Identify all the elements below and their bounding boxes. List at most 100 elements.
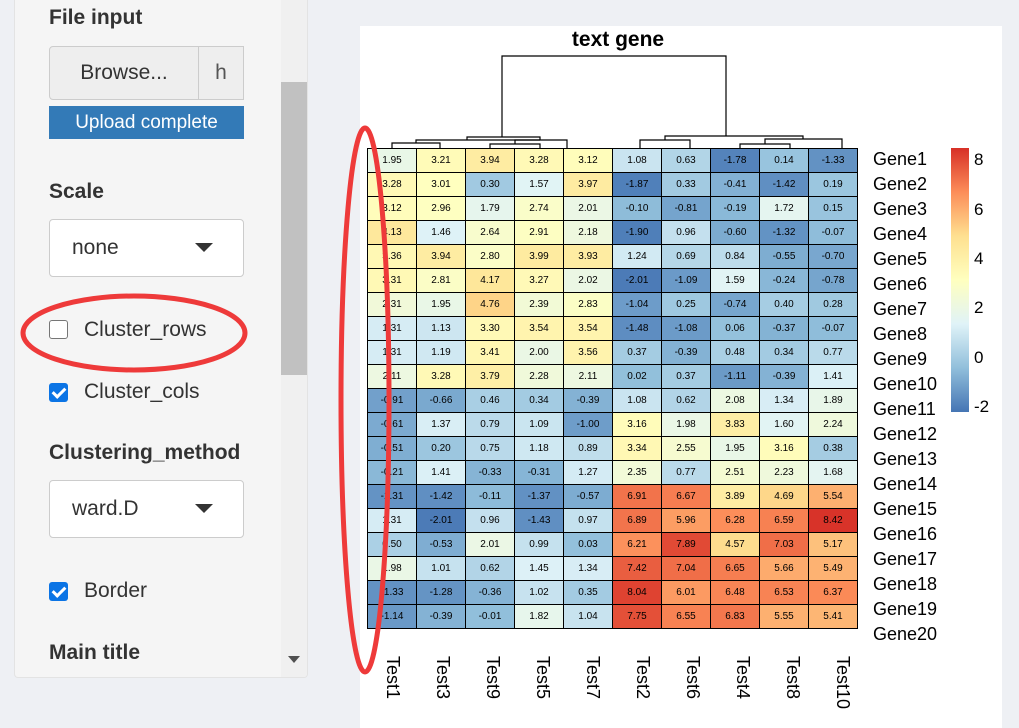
scroll-down-arrow-icon[interactable] (288, 656, 300, 663)
heatmap-cell: 3.89 (710, 484, 760, 509)
heatmap-cell: 7.03 (759, 532, 809, 557)
heatmap-cell: 3.28 (514, 148, 564, 173)
heatmap-cell: 6.91 (612, 484, 662, 509)
heatmap-cell: -0.39 (661, 340, 711, 365)
column-label-text: Test6 (683, 656, 703, 700)
heatmap-cell: 0.19 (808, 172, 858, 197)
heatmap-cell: 3.27 (514, 268, 564, 293)
row-label: Gene16 (873, 524, 938, 544)
browse-button[interactable]: Browse... (49, 46, 199, 100)
cluster-cols-label[interactable]: Cluster_cols (84, 380, 200, 403)
clustering-method-select[interactable]: ward.D (49, 480, 244, 538)
heatmap-cell: 2.55 (661, 436, 711, 461)
heatmap-row: -1.31 -1.42 -0.11 -1.37 -0.57 6.91 6.67 3.89 4.6… (367, 484, 858, 509)
column-label: Test5 (531, 656, 555, 726)
heatmap-row: -0.91 -0.66 0.46 0.34 -0.39 1.08 0.62 2.08 1.34 1… (367, 388, 858, 413)
cluster-cols-checkbox[interactable] (49, 383, 68, 402)
row-label: Gene8 (873, 324, 928, 344)
scale-label: Scale (49, 180, 104, 203)
heatmap-row: 1.31 -2.01 0.96 -1.43 0.97 6.89 5.96 6.28 6.59 8.… (367, 508, 858, 533)
heatmap-cell: 0.79 (465, 412, 515, 437)
heatmap-cell: -0.66 (416, 388, 466, 413)
heatmap-cell: 6.83 (710, 604, 760, 629)
row-label: Gene12 (873, 424, 938, 444)
heatmap-cell: 4.69 (759, 484, 809, 509)
legend-tick-label: 2 (974, 298, 984, 318)
border-label[interactable]: Border (84, 579, 148, 602)
heatmap-cell: 2.35 (612, 460, 662, 485)
heatmap-cell: 3.28 (416, 364, 466, 389)
heatmap-cell: 1.98 (661, 412, 711, 437)
heatmap-cell: -1.32 (759, 220, 809, 245)
row-label: Gene4 (873, 224, 928, 244)
heatmap-cell: -0.53 (416, 532, 466, 557)
heatmap-cell: 1.45 (514, 556, 564, 581)
heatmap-cell: 3.12 (367, 196, 417, 221)
heatmap-row: -1.14 -0.39 -0.01 1.82 1.04 7.75 6.55 6.83 5.55 5… (367, 604, 858, 629)
heatmap-cell: 7.75 (612, 604, 662, 629)
column-label-text: Test3 (433, 656, 453, 700)
heatmap-cell: -1.87 (612, 172, 662, 197)
dendro-link (466, 136, 541, 140)
clustering-method-label: Clustering_method (49, 441, 241, 464)
heatmap-cell: -0.61 (367, 412, 417, 437)
column-label: Test8 (781, 656, 805, 726)
cluster-rows-label[interactable]: Cluster_rows (84, 318, 207, 341)
heatmap-cell: 5.96 (661, 508, 711, 533)
heatmap-cell: 2.02 (563, 268, 613, 293)
heatmap-row: 1.95 3.21 3.94 3.28 3.12 1.08 0.63 -1.78 0.14 -1.… (367, 148, 858, 173)
heatmap-cell: 3.16 (612, 412, 662, 437)
heatmap-cell: 1.19 (416, 340, 466, 365)
legend-tick-label: 6 (974, 199, 984, 219)
heatmap-cell: 3.99 (514, 244, 564, 269)
heatmap-row: 2.11 3.28 3.79 2.28 2.11 0.02 0.37 -1.11 -0.39 1.… (367, 364, 858, 389)
heatmap-cell: 0.40 (759, 292, 809, 317)
heatmap-cell: 6.67 (661, 484, 711, 509)
heatmap-cell: -1.14 (367, 604, 417, 629)
heatmap-cell: -1.33 (808, 148, 858, 173)
heatmap-cell: 1.46 (416, 220, 466, 245)
heatmap-cell: -1.11 (710, 364, 760, 389)
row-label: Gene10 (873, 374, 938, 394)
heatmap-cell: -0.01 (465, 604, 515, 629)
heatmap-cell: -0.41 (710, 172, 760, 197)
heatmap-cell: 0.48 (710, 340, 760, 365)
heatmap-cell: 0.63 (661, 148, 711, 173)
row-label: Gene14 (873, 474, 938, 494)
heatmap-cell: -0.21 (367, 460, 417, 485)
column-label: Test2 (631, 656, 655, 726)
heatmap-cell: 6.37 (808, 580, 858, 605)
heatmap-cell: 1.04 (563, 604, 613, 629)
scrollbar-thumb[interactable] (281, 82, 307, 375)
heatmap-cell: 5.49 (808, 556, 858, 581)
heatmap-cell: 2.83 (563, 292, 613, 317)
file-name-field[interactable]: h (199, 46, 244, 100)
heatmap-cell: 3.21 (416, 148, 466, 173)
heatmap-cell: 2.81 (416, 268, 466, 293)
heatmap-cell: -1.33 (367, 580, 417, 605)
heatmap-cell: 2.08 (710, 388, 760, 413)
heatmap-cell: 1.82 (514, 604, 564, 629)
row-label: Gene18 (873, 574, 938, 594)
heatmap-cell: 2.74 (514, 196, 564, 221)
border-checkbox[interactable] (49, 582, 68, 601)
heatmap-cell: 2.23 (759, 460, 809, 485)
scale-select[interactable]: none (49, 219, 244, 277)
heatmap-cell: 0.28 (808, 292, 858, 317)
heatmap-cell: -0.36 (465, 580, 515, 605)
heatmap-cell: 0.35 (563, 580, 613, 605)
cluster-rows-checkbox[interactable] (49, 320, 68, 339)
heatmap-cell: 1.60 (759, 412, 809, 437)
heatmap-cell: 0.96 (661, 220, 711, 245)
upload-progress-bar: Upload complete (49, 106, 244, 139)
heatmap-cell: 1.08 (612, 388, 662, 413)
heatmap-cell: 2.11 (563, 364, 613, 389)
heatmap-cell: 1.37 (416, 412, 466, 437)
heatmap-cell: -0.07 (808, 316, 858, 341)
row-label: Gene9 (873, 349, 928, 369)
clustering-method-value: ward.D (72, 497, 139, 520)
column-dendrogram (391, 55, 843, 148)
red-annotation-ellipse-cluster-rows (20, 293, 248, 373)
heatmap-cell: -0.39 (416, 604, 466, 629)
chevron-down-icon (195, 243, 213, 252)
